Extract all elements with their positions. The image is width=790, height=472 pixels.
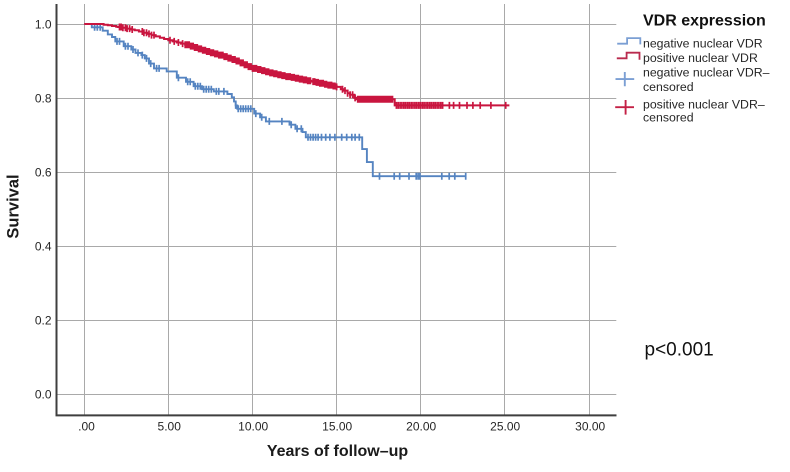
svg-text:Survival: Survival (5, 174, 23, 238)
svg-text:10.00: 10.00 (238, 420, 268, 434)
svg-text:1.0: 1.0 (35, 18, 52, 32)
svg-text:0.4: 0.4 (35, 240, 52, 254)
svg-text:positive nuclear VDR: positive nuclear VDR (643, 51, 758, 65)
svg-text:0.0: 0.0 (35, 388, 52, 402)
svg-text:censored: censored (643, 80, 694, 94)
svg-text:negative nuclear VDR: negative nuclear VDR (643, 36, 763, 50)
svg-text:censored: censored (643, 111, 694, 125)
svg-text:25.00: 25.00 (490, 420, 520, 434)
svg-text:0.8: 0.8 (35, 92, 52, 106)
svg-text:positive nuclear VDR–: positive nuclear VDR– (643, 97, 765, 111)
svg-text:.00: .00 (78, 420, 95, 434)
svg-text:0.2: 0.2 (35, 314, 52, 328)
svg-text:Years of follow–up: Years of follow–up (267, 443, 409, 460)
svg-text:p<0.001: p<0.001 (645, 340, 714, 361)
svg-text:15.00: 15.00 (322, 420, 352, 434)
svg-text:30.00: 30.00 (575, 420, 605, 434)
svg-text:20.00: 20.00 (406, 420, 436, 434)
svg-text:0.6: 0.6 (35, 166, 52, 180)
svg-text:5.00: 5.00 (158, 420, 182, 434)
svg-text:VDR expression: VDR expression (643, 13, 766, 30)
svg-text:negative nuclear VDR–: negative nuclear VDR– (643, 65, 770, 79)
